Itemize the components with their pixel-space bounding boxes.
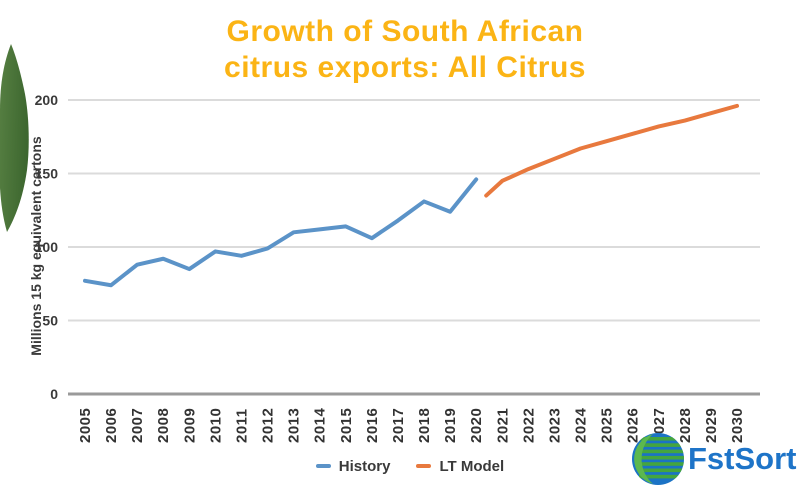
legend-item-history: History	[315, 457, 391, 475]
x-tick-label-2005: 2005	[77, 408, 94, 443]
history-legend-dash-icon	[315, 464, 331, 468]
x-tick-label-2014: 2014	[312, 407, 329, 443]
history-legend-label: History	[338, 457, 391, 475]
x-tick-label-2024: 2024	[573, 407, 590, 443]
x-tick-label-2025: 2025	[599, 408, 616, 443]
x-tick-label-2010: 2010	[207, 408, 224, 443]
x-tick-label-2013: 2013	[286, 408, 303, 443]
chart-title-line2: citrus exports: All Citrus	[224, 51, 586, 84]
x-tick-label-2028: 2028	[677, 408, 694, 443]
x-tick-label-2016: 2016	[364, 408, 381, 443]
legend-item-lt-model: LT Model	[416, 458, 504, 475]
x-tick-label-2020: 2020	[468, 408, 485, 443]
y-tick-label-0: 0	[50, 386, 58, 402]
x-tick-label-2019: 2019	[442, 408, 459, 443]
x-tick-label-2022: 2022	[520, 408, 537, 443]
y-tick-label-50: 50	[42, 313, 58, 329]
chart-title: Growth of South African citrus exports: …	[0, 14, 800, 86]
x-tick-label-2007: 2007	[129, 408, 146, 443]
lt-model-legend-dash-icon	[416, 464, 432, 468]
y-tick-label-150: 150	[35, 166, 59, 182]
x-tick-label-2017: 2017	[390, 408, 407, 443]
x-tick-label-2012: 2012	[260, 408, 277, 443]
x-tick-label-2008: 2008	[155, 408, 172, 443]
x-tick-label-2011: 2011	[233, 408, 250, 443]
y-tick-label-100: 100	[35, 239, 59, 255]
x-tick-label-2029: 2029	[703, 408, 720, 443]
x-tick-label-2023: 2023	[546, 408, 563, 443]
chart-title-line1: Growth of South African	[226, 15, 584, 48]
y-tick-label-200: 200	[35, 92, 59, 108]
fstsort-logo-text: FstSort	[688, 441, 797, 476]
x-tick-label-2021: 2021	[494, 408, 511, 443]
leaf-image	[0, 44, 29, 232]
x-tick-label-2018: 2018	[416, 408, 433, 443]
lt-model-legend-label: LT Model	[439, 457, 505, 475]
x-tick-label-2030: 2030	[729, 408, 746, 443]
x-tick-label-2009: 2009	[181, 408, 198, 443]
x-tick-label-2006: 2006	[103, 408, 120, 443]
x-tick-label-2026: 2026	[625, 408, 642, 443]
lt-model-line	[484, 103, 739, 198]
history-line	[83, 177, 479, 288]
globe-icon	[632, 433, 684, 485]
fstsort-logo: FstSort	[629, 431, 797, 487]
x-tick-label-2015: 2015	[338, 408, 355, 443]
chart-legend: History LT Model	[0, 454, 800, 478]
